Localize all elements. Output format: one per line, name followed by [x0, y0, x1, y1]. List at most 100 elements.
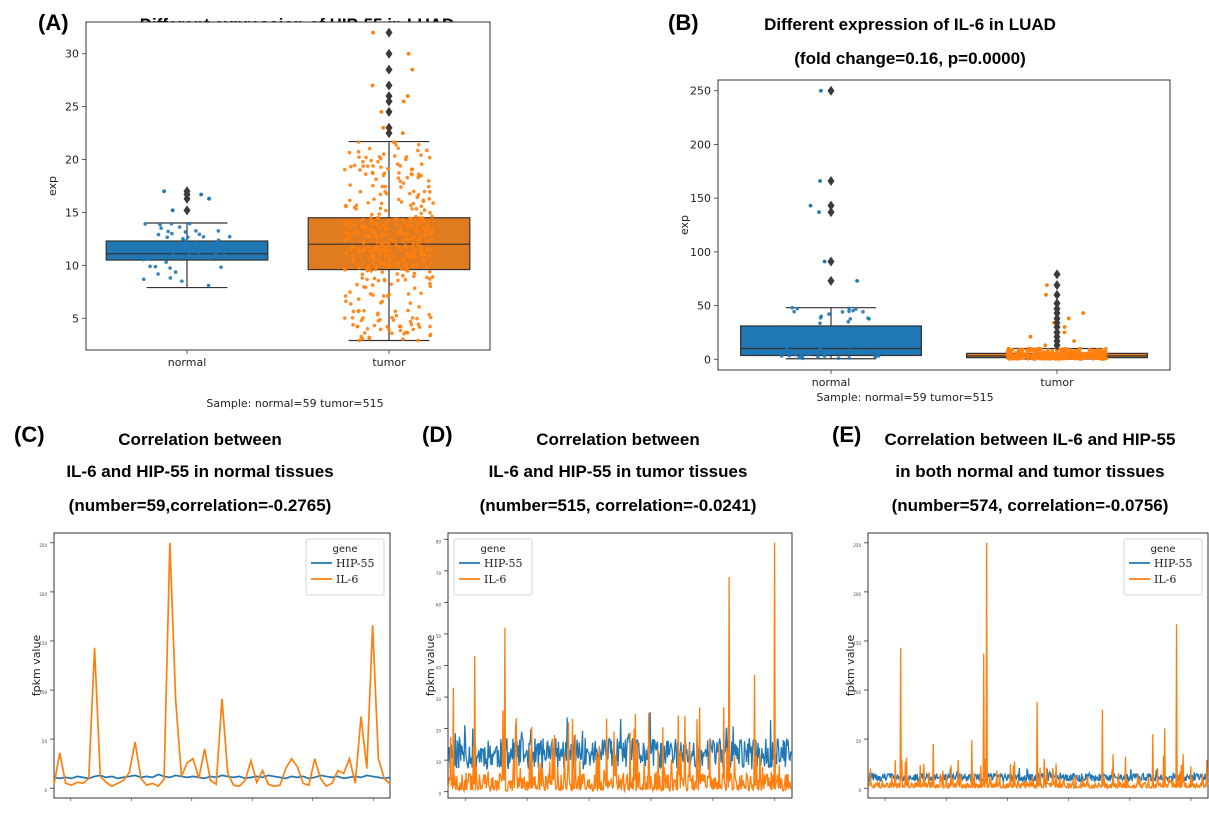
data-point [847, 356, 851, 360]
data-point [342, 316, 347, 320]
data-point [164, 260, 168, 264]
data-point [1015, 352, 1019, 356]
data-point [819, 88, 823, 93]
chart-title-line: Correlation between [118, 430, 281, 449]
data-point [407, 191, 412, 196]
legend-title: gene [333, 544, 358, 555]
data-point [392, 154, 397, 158]
data-point [414, 207, 419, 211]
data-point [183, 230, 188, 234]
x-tick-label: tumor [1040, 376, 1074, 389]
outlier-marker [385, 106, 393, 117]
data-point [1104, 346, 1108, 351]
data-point [221, 256, 226, 260]
data-point [368, 234, 372, 239]
data-point [207, 244, 211, 248]
data-point [169, 222, 174, 226]
data-point [1063, 346, 1067, 351]
data-point [416, 148, 420, 153]
data-point [405, 252, 410, 257]
data-point [402, 220, 407, 225]
data-point [411, 252, 416, 256]
y-axis-label: fpkm value [30, 635, 43, 697]
outlier-marker [385, 48, 393, 59]
data-point [417, 325, 422, 329]
data-point [405, 267, 409, 272]
legend-entry: IL-6 [1154, 573, 1176, 586]
data-point [430, 248, 434, 253]
data-point [836, 356, 841, 360]
data-point [177, 225, 182, 229]
data-point [168, 276, 173, 280]
data-point [1066, 316, 1071, 321]
data-point [1045, 350, 1049, 354]
data-point [422, 189, 427, 194]
data-point [416, 142, 421, 147]
data-point [1095, 347, 1100, 352]
data-point [410, 224, 415, 228]
data-point [363, 234, 368, 239]
data-point [214, 252, 218, 257]
data-point [409, 167, 414, 172]
outlier-marker [827, 200, 835, 211]
panel-label: (A) [38, 10, 69, 35]
data-point [855, 278, 859, 283]
y-tick-label: 80 [436, 539, 442, 544]
data-point [396, 264, 400, 268]
data-point [363, 229, 368, 234]
data-point [371, 183, 375, 188]
data-point [380, 184, 385, 189]
y-tick-label: 100 [853, 690, 861, 695]
data-point [409, 172, 414, 176]
data-point [373, 267, 378, 272]
data-point [840, 310, 845, 314]
data-point [153, 264, 158, 269]
data-point [399, 267, 404, 271]
data-point [357, 338, 362, 343]
data-point [166, 229, 170, 234]
data-point [378, 327, 383, 332]
outlier-marker [385, 64, 393, 75]
data-point [401, 181, 406, 185]
data-point [1099, 350, 1103, 354]
data-point [187, 253, 191, 257]
data-point [1062, 325, 1067, 329]
data-point [430, 230, 434, 235]
data-point [227, 234, 232, 239]
data-point [420, 258, 425, 263]
data-point [401, 273, 405, 278]
data-point [795, 306, 800, 311]
data-point [408, 237, 413, 241]
data-point [165, 235, 170, 240]
data-point [430, 214, 434, 219]
data-point [418, 246, 423, 250]
data-point [362, 285, 366, 289]
data-point [423, 257, 428, 262]
data-point [412, 271, 417, 276]
data-point [1028, 334, 1033, 339]
data-point [428, 281, 432, 286]
data-point [1010, 347, 1015, 352]
data-point [379, 110, 384, 114]
data-point [350, 253, 355, 258]
data-point [799, 353, 804, 358]
panel-e: (E) Correlation between IL-6 and HIP-55 in… [832, 422, 1209, 801]
data-point [869, 342, 874, 346]
data-point [376, 216, 381, 220]
y-tick-label: 30 [436, 697, 442, 702]
data-point [391, 318, 396, 322]
y-axis-label: fpkm value [844, 635, 857, 697]
data-point [404, 237, 409, 241]
data-point [376, 278, 381, 283]
data-point [1074, 349, 1078, 353]
sample-note: Sample: normal=59 tumor=515 [816, 391, 993, 404]
data-point [362, 308, 366, 313]
y-tick-label: 50 [856, 739, 862, 744]
data-point [875, 350, 880, 355]
data-point [419, 204, 424, 209]
y-tick-label: 250 [39, 543, 47, 548]
data-point [351, 309, 356, 314]
data-point [819, 314, 824, 319]
data-point [1088, 353, 1092, 358]
data-point [376, 159, 380, 164]
